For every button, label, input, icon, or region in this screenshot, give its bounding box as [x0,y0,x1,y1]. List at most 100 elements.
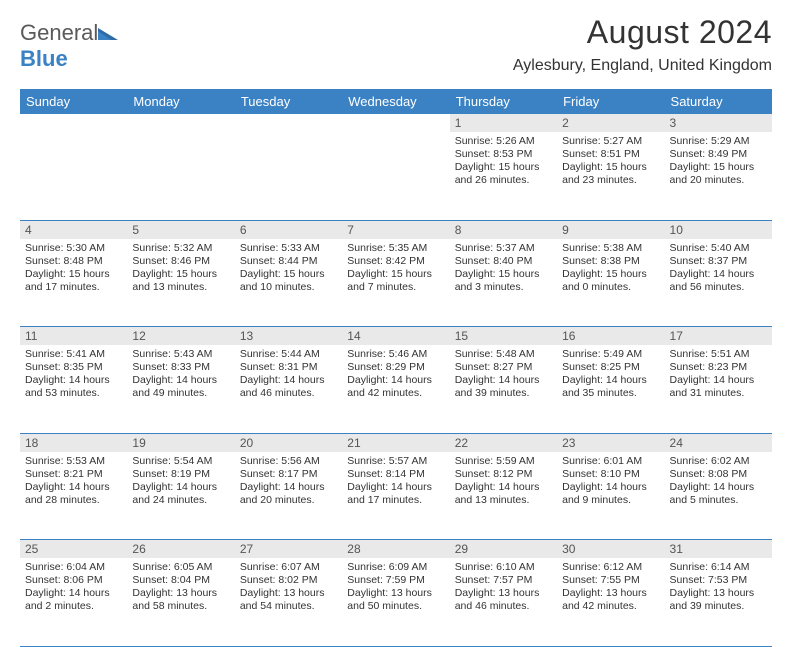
daylight-line-1: Daylight: 13 hours [132,587,229,600]
sunset-line: Sunset: 8:19 PM [132,468,229,481]
sunset-line: Sunset: 8:35 PM [25,361,122,374]
detail-row: Sunrise: 5:30 AMSunset: 8:48 PM Daylight:… [20,239,772,327]
sunrise-line: Sunrise: 5:51 AM [670,348,767,361]
sunset-line: Sunset: 8:40 PM [455,255,552,268]
sunset-line: Sunset: 7:55 PM [562,574,659,587]
day-number-cell [235,114,342,132]
day-number: 8 [455,223,462,237]
day-number-cell: 25 [20,540,127,559]
sunrise-line: Sunrise: 5:59 AM [455,455,552,468]
day-number-cell: 17 [665,327,772,346]
day-detail-cell: Sunrise: 6:12 AMSunset: 7:55 PMDaylight:… [557,558,664,646]
daylight-line-2: and 17 minutes. [347,494,444,507]
day-detail-cell: Sunrise: 5:38 AMSunset: 8:38 PMDaylight:… [557,239,664,327]
sunset-line: Sunset: 8:04 PM [132,574,229,587]
day-number-cell: 27 [235,540,342,559]
day-detail-cell: Sunrise: 5:35 AMSunset: 8:42 PMDaylight:… [342,239,449,327]
sunset-line: Sunset: 8:06 PM [25,574,122,587]
day-detail-cell: Sunrise: 5:51 AMSunset: 8:23 PMDaylight:… [665,345,772,433]
sunrise-line: Sunrise: 5:26 AM [455,135,552,148]
sunset-line: Sunset: 8:27 PM [455,361,552,374]
day-detail-cell: Sunrise: 6:01 AMSunset: 8:10 PMDaylight:… [557,452,664,540]
day-number: 19 [132,436,145,450]
sunset-line: Sunset: 7:53 PM [670,574,767,587]
weekday-header: Tuesday [235,89,342,114]
day-number: 28 [347,542,360,556]
sunset-line: Sunset: 8:33 PM [132,361,229,374]
daynum-row: 18192021222324 [20,433,772,452]
sunrise-line: Sunrise: 5:30 AM [25,242,122,255]
day-number-cell: 31 [665,540,772,559]
day-detail-cell: Sunrise: 5:46 AMSunset: 8:29 PMDaylight:… [342,345,449,433]
daylight-line-2: and 9 minutes. [562,494,659,507]
sunset-line: Sunset: 8:49 PM [670,148,767,161]
day-detail-cell: Sunrise: 6:02 AMSunset: 8:08 PMDaylight:… [665,452,772,540]
daylight-line-1: Daylight: 15 hours [455,268,552,281]
sunset-line: Sunset: 8:31 PM [240,361,337,374]
day-number: 30 [562,542,575,556]
daylight-line-1: Daylight: 14 hours [562,481,659,494]
daynum-row: 25262728293031 [20,540,772,559]
daylight-line-2: and 10 minutes. [240,281,337,294]
daylight-line-1: Daylight: 13 hours [240,587,337,600]
day-detail-cell: Sunrise: 5:29 AMSunset: 8:49 PMDaylight:… [665,132,772,220]
day-number: 16 [562,329,575,343]
daylight-line-1: Daylight: 14 hours [132,374,229,387]
day-number-cell: 1 [450,114,557,132]
day-number-cell: 5 [127,220,234,239]
day-detail-cell: Sunrise: 6:10 AMSunset: 7:57 PMDaylight:… [450,558,557,646]
day-number: 10 [670,223,683,237]
sunrise-line: Sunrise: 5:57 AM [347,455,444,468]
sunrise-line: Sunrise: 5:44 AM [240,348,337,361]
sunrise-line: Sunrise: 6:05 AM [132,561,229,574]
day-detail-cell [235,132,342,220]
day-number-cell: 19 [127,433,234,452]
title-block: August 2024 Aylesbury, England, United K… [513,14,772,75]
daynum-row: 123 [20,114,772,132]
day-number-cell: 24 [665,433,772,452]
day-number: 29 [455,542,468,556]
day-number-cell [342,114,449,132]
sunrise-line: Sunrise: 5:53 AM [25,455,122,468]
sunset-line: Sunset: 8:48 PM [25,255,122,268]
sunrise-line: Sunrise: 6:07 AM [240,561,337,574]
day-detail-cell: Sunrise: 6:05 AMSunset: 8:04 PMDaylight:… [127,558,234,646]
sunrise-line: Sunrise: 6:12 AM [562,561,659,574]
day-number-cell: 30 [557,540,664,559]
sunset-line: Sunset: 8:37 PM [670,255,767,268]
day-number-cell: 29 [450,540,557,559]
day-number-cell: 21 [342,433,449,452]
sunset-line: Sunset: 8:51 PM [562,148,659,161]
day-number-cell: 15 [450,327,557,346]
day-detail-cell: Sunrise: 5:48 AMSunset: 8:27 PMDaylight:… [450,345,557,433]
daylight-line-1: Daylight: 14 hours [25,587,122,600]
weekday-header-row: Sunday Monday Tuesday Wednesday Thursday… [20,89,772,114]
detail-row: Sunrise: 6:04 AMSunset: 8:06 PMDaylight:… [20,558,772,646]
daylight-line-1: Daylight: 14 hours [670,374,767,387]
daylight-line-2: and 7 minutes. [347,281,444,294]
daylight-line-2: and 17 minutes. [25,281,122,294]
day-number: 22 [455,436,468,450]
day-number: 11 [25,329,37,343]
daylight-line-1: Daylight: 15 hours [670,161,767,174]
daylight-line-1: Daylight: 13 hours [670,587,767,600]
day-detail-cell: Sunrise: 5:59 AMSunset: 8:12 PMDaylight:… [450,452,557,540]
sunrise-line: Sunrise: 5:33 AM [240,242,337,255]
day-detail-cell: Sunrise: 5:49 AMSunset: 8:25 PMDaylight:… [557,345,664,433]
detail-row: Sunrise: 5:41 AMSunset: 8:35 PMDaylight:… [20,345,772,433]
day-number-cell: 11 [20,327,127,346]
brand-logo: General Blue [20,14,118,72]
day-number-cell: 12 [127,327,234,346]
day-detail-cell: Sunrise: 6:14 AMSunset: 7:53 PMDaylight:… [665,558,772,646]
daylight-line-1: Daylight: 14 hours [562,374,659,387]
sunrise-line: Sunrise: 5:35 AM [347,242,444,255]
day-number: 27 [240,542,253,556]
day-number: 5 [132,223,139,237]
day-number-cell: 2 [557,114,664,132]
sunrise-line: Sunrise: 6:02 AM [670,455,767,468]
day-detail-cell: Sunrise: 5:32 AMSunset: 8:46 PMDaylight:… [127,239,234,327]
day-detail-cell: Sunrise: 6:07 AMSunset: 8:02 PMDaylight:… [235,558,342,646]
sunrise-line: Sunrise: 5:49 AM [562,348,659,361]
day-detail-cell: Sunrise: 5:57 AMSunset: 8:14 PMDaylight:… [342,452,449,540]
day-detail-cell: Sunrise: 5:30 AMSunset: 8:48 PMDaylight:… [20,239,127,327]
